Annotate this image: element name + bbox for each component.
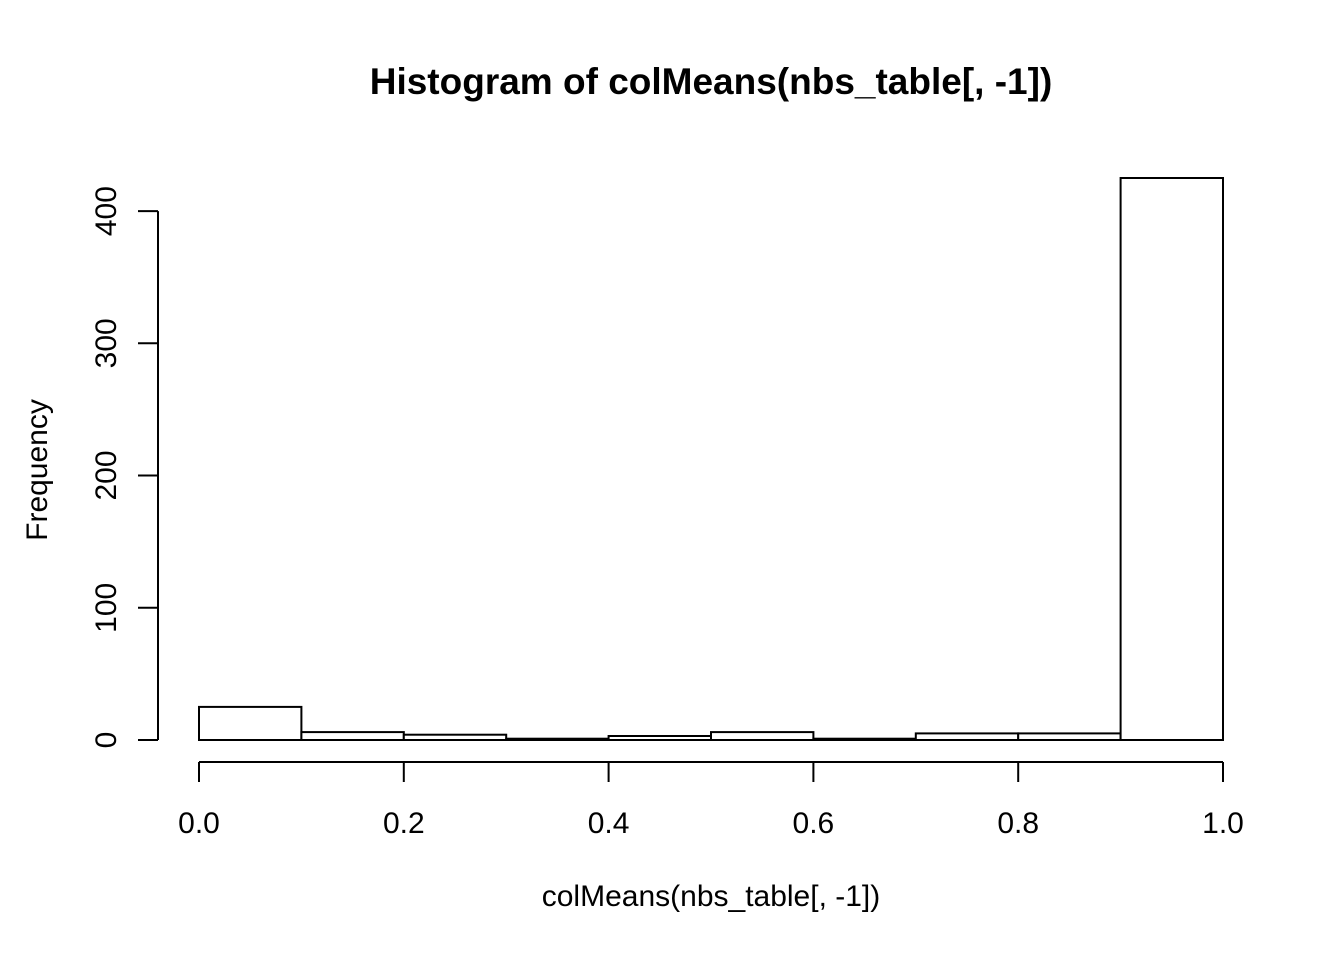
x-tick-label: 0.0 <box>178 807 220 840</box>
y-tick-label: 0 <box>90 732 123 749</box>
x-tick-label: 0.8 <box>997 807 1039 840</box>
histogram-bar <box>812 737 917 742</box>
histogram-bar <box>300 731 405 741</box>
histogram-bar <box>402 733 508 742</box>
x-tick-label: 0.4 <box>588 807 630 840</box>
histogram-bar <box>914 732 1020 742</box>
histogram-bar <box>1119 177 1224 741</box>
y-tick-label: 400 <box>90 186 123 236</box>
x-axis: 0.0 0.2 0.4 0.6 0.8 1.0 <box>178 761 1244 840</box>
x-tick-label: 0.6 <box>793 807 835 840</box>
x-tick-label: 0.2 <box>383 807 425 840</box>
histogram-bars <box>198 177 1224 742</box>
histogram-bar <box>198 705 303 742</box>
y-axis-label: Frequency <box>21 399 54 541</box>
y-tick-label: 100 <box>90 583 123 633</box>
chart-title: Histogram of colMeans(nbs_table[, -1]) <box>370 61 1053 102</box>
histogram-bar <box>710 731 815 741</box>
x-axis-label: colMeans(nbs_table[, -1]) <box>542 880 881 913</box>
y-tick-label: 300 <box>90 318 123 368</box>
histogram-bar <box>607 735 712 741</box>
y-tick-label: 200 <box>90 450 123 500</box>
histogram-bar <box>1017 732 1122 742</box>
histogram-bar <box>505 737 610 742</box>
y-axis: 0 100 200 300 400 <box>90 186 159 749</box>
x-tick-label: 1.0 <box>1202 807 1244 840</box>
